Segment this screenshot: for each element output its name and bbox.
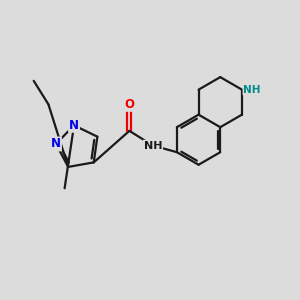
Text: N: N	[51, 137, 61, 151]
Text: NH: NH	[243, 85, 261, 94]
Text: N: N	[69, 119, 79, 132]
Text: NH: NH	[144, 141, 162, 151]
Text: O: O	[124, 98, 134, 111]
